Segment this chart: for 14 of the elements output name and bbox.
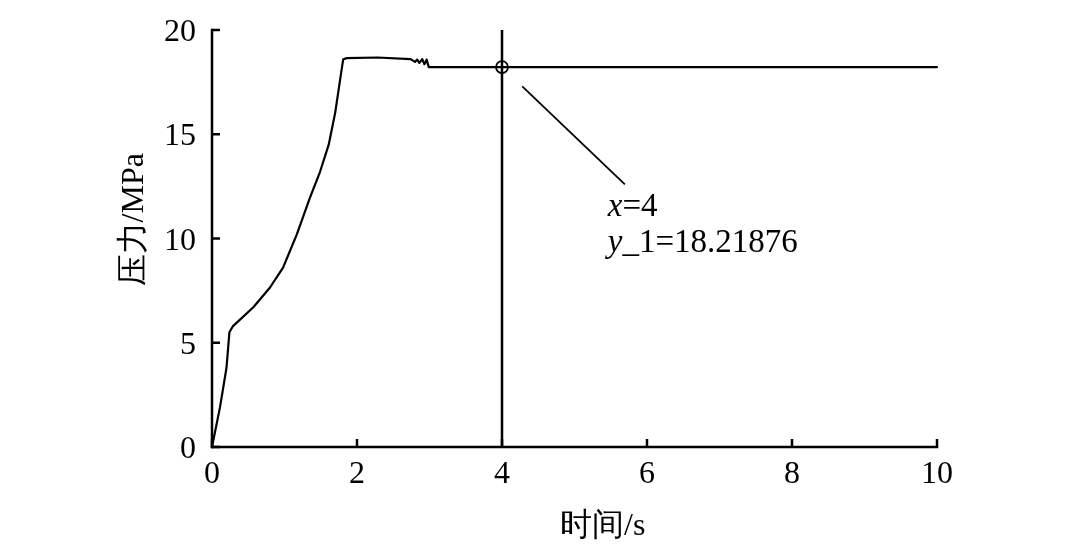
x-tick-label: 2: [349, 454, 365, 490]
x-axis-title: 时间/s: [560, 506, 646, 542]
x-tick-label: 8: [784, 454, 800, 490]
x-tick-label: 10: [921, 454, 953, 490]
x-tick-label: 4: [494, 454, 510, 490]
y-tick-label: 10: [164, 220, 196, 257]
y-tick-label: 15: [164, 116, 196, 153]
x-tick-label: 6: [639, 454, 655, 490]
x-tick-label: 0: [204, 454, 220, 490]
y-tick-label: 5: [180, 324, 196, 361]
annotation: x=4 y_1=18.21876: [607, 187, 798, 260]
y-axis-title: 压力/MPa: [114, 153, 150, 287]
y-tick-label: 20: [164, 12, 196, 48]
y-tick-label: 0: [180, 429, 196, 465]
